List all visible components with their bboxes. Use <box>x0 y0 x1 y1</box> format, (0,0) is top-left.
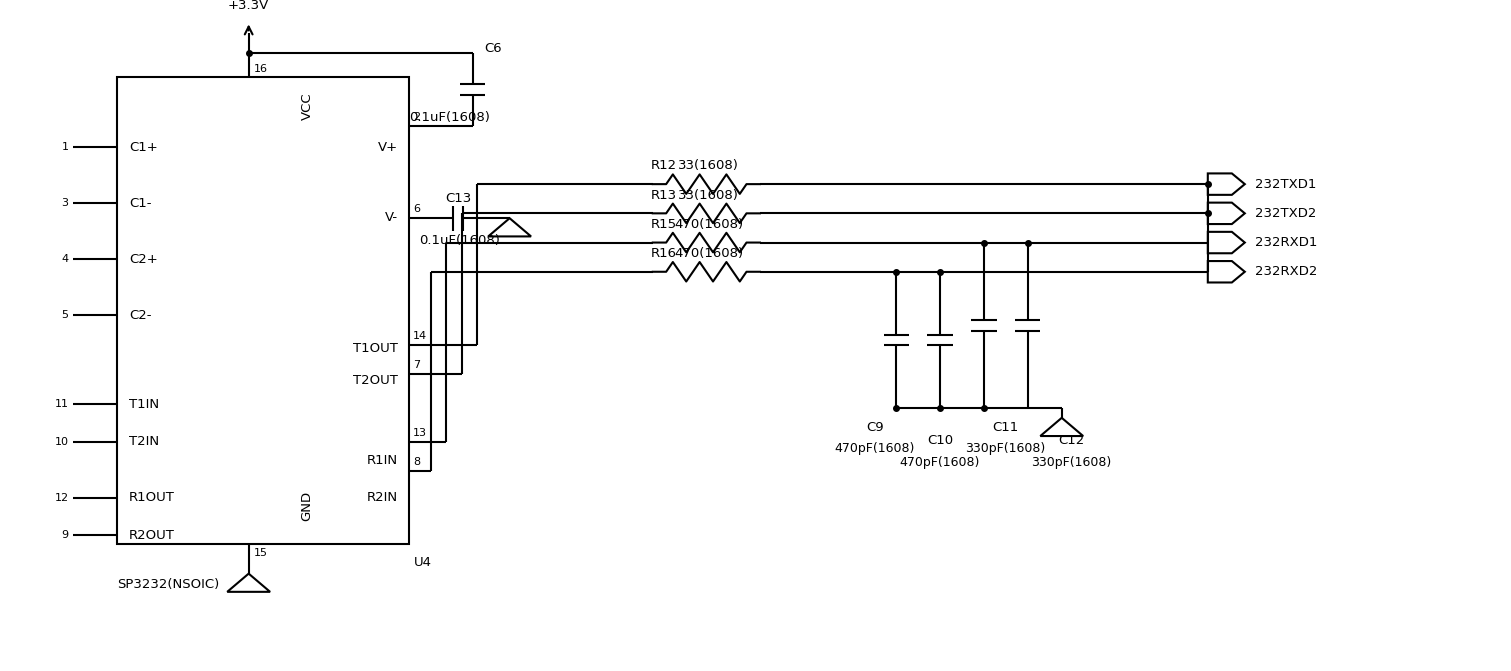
Text: SP3232(NSOIC): SP3232(NSOIC) <box>118 578 219 592</box>
Text: U4: U4 <box>414 556 432 569</box>
Text: 9: 9 <box>62 530 68 540</box>
Text: R1OUT: R1OUT <box>128 491 175 504</box>
Text: 470(1608): 470(1608) <box>674 247 743 260</box>
Text: 11: 11 <box>54 399 68 409</box>
Text: 4: 4 <box>62 254 68 264</box>
Text: C1-: C1- <box>128 197 151 210</box>
Text: 33(1608): 33(1608) <box>678 189 739 202</box>
Text: VCC: VCC <box>301 93 314 120</box>
Text: V+: V+ <box>378 141 397 154</box>
Text: 470(1608): 470(1608) <box>674 218 743 231</box>
Text: 12: 12 <box>54 493 68 503</box>
Text: R13: R13 <box>651 189 677 202</box>
Text: 470pF(1608): 470pF(1608) <box>834 442 916 455</box>
Text: 14: 14 <box>413 331 428 341</box>
Text: 232RXD2: 232RXD2 <box>1254 265 1318 278</box>
Text: R16: R16 <box>651 247 677 260</box>
Text: 13: 13 <box>413 428 428 438</box>
Text: C2-: C2- <box>128 309 151 322</box>
Text: 2: 2 <box>413 112 420 122</box>
Text: R2IN: R2IN <box>367 491 397 504</box>
Text: 330pF(1608): 330pF(1608) <box>966 442 1046 455</box>
Text: R12: R12 <box>651 160 677 172</box>
Text: V-: V- <box>384 211 397 223</box>
Text: C1+: C1+ <box>128 141 157 154</box>
Text: 232RXD1: 232RXD1 <box>1254 236 1318 249</box>
Text: C10: C10 <box>926 434 953 448</box>
Text: R15: R15 <box>651 218 677 231</box>
Text: C11: C11 <box>993 421 1018 433</box>
Text: T1OUT: T1OUT <box>352 342 397 354</box>
Text: 0.1uF(1608): 0.1uF(1608) <box>409 111 490 123</box>
Text: GND: GND <box>301 491 314 521</box>
Text: 232TXD1: 232TXD1 <box>1254 178 1316 191</box>
Text: 0.1uF(1608): 0.1uF(1608) <box>419 234 500 247</box>
Text: C12: C12 <box>1058 434 1085 448</box>
Text: 1: 1 <box>62 142 68 152</box>
Text: T2IN: T2IN <box>128 435 159 448</box>
Text: 7: 7 <box>413 360 420 370</box>
Text: 330pF(1608): 330pF(1608) <box>1032 456 1112 469</box>
Text: 470pF(1608): 470pF(1608) <box>901 456 981 469</box>
Text: C2+: C2+ <box>128 253 157 266</box>
Text: 232TXD2: 232TXD2 <box>1254 207 1316 220</box>
Text: C9: C9 <box>866 421 884 433</box>
Text: +3.3V: +3.3V <box>228 0 269 12</box>
Text: R2OUT: R2OUT <box>128 529 175 541</box>
Text: C6: C6 <box>485 42 502 55</box>
Text: 33(1608): 33(1608) <box>678 160 739 172</box>
Text: 8: 8 <box>413 458 420 468</box>
Text: 6: 6 <box>413 204 420 214</box>
Text: T2OUT: T2OUT <box>352 374 397 387</box>
Text: R1IN: R1IN <box>367 454 397 467</box>
Text: 3: 3 <box>62 198 68 208</box>
Bar <box>118 77 409 544</box>
Text: 15: 15 <box>254 548 267 558</box>
Text: 10: 10 <box>54 437 68 447</box>
Text: 16: 16 <box>254 64 267 74</box>
Text: C13: C13 <box>444 192 471 205</box>
Text: T1IN: T1IN <box>128 398 159 411</box>
Text: 5: 5 <box>62 311 68 320</box>
